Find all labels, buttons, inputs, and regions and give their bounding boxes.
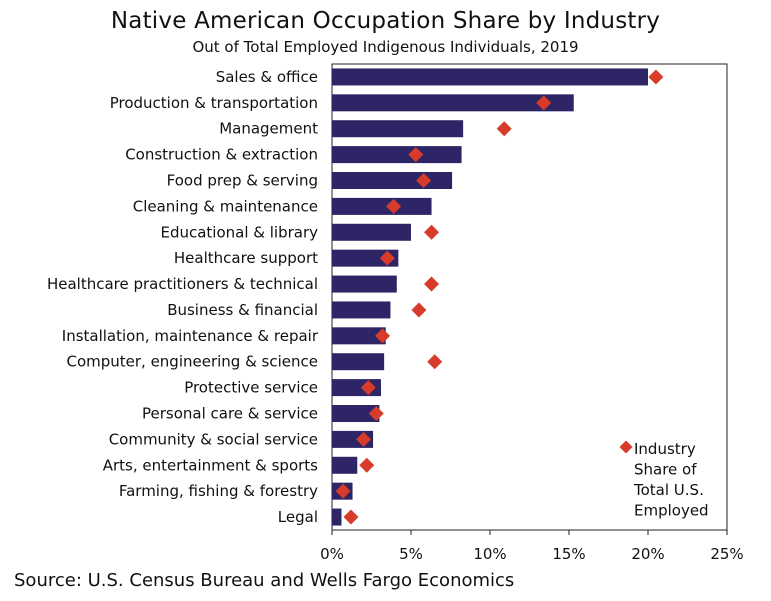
marker-point (427, 354, 443, 370)
x-tick-label: 0% (320, 545, 344, 563)
bar (332, 68, 648, 86)
x-tick-label: 5% (399, 545, 423, 563)
plot-border (331, 63, 728, 531)
category-label: Legal (278, 508, 318, 526)
marker-point (536, 95, 552, 111)
bar (332, 405, 380, 422)
x-tick-label: 25% (710, 545, 743, 563)
bar (332, 120, 464, 138)
bar (332, 223, 411, 241)
category-label: Food prep & serving (167, 172, 318, 190)
marker-point (375, 328, 391, 344)
x-axis: 0% 5% 10% 15% 20% 25% (320, 530, 744, 563)
bar (332, 508, 342, 526)
marker-point (359, 457, 375, 473)
chart-subtitle: Out of Total Employed Indigenous Individ… (192, 38, 579, 56)
bar (332, 456, 358, 474)
marker-point (411, 302, 427, 318)
marker-series (335, 69, 664, 525)
category-label: Sales & office (216, 68, 318, 86)
marker-point (416, 173, 432, 188)
category-label: Arts, entertainment & sports (103, 456, 318, 474)
bar (332, 275, 397, 293)
marker-point (424, 276, 440, 292)
legend-label: Industry (634, 440, 696, 458)
bar (332, 94, 574, 112)
category-label: Installation, maintenance & repair (62, 327, 319, 345)
category-labels: Sales & office Production & transportatio… (47, 68, 319, 526)
bar-series (332, 68, 648, 526)
legend-label: Share of (634, 461, 697, 479)
marker-point (648, 69, 664, 85)
legend: Industry Share of Total U.S. Employed (619, 440, 709, 520)
chart-title: Native American Occupation Share by Indu… (110, 8, 661, 34)
category-label: Computer, engineering & science (66, 353, 318, 371)
category-label: Educational & library (160, 223, 318, 241)
category-label: Community & social service (109, 430, 318, 448)
source-note: Source: U.S. Census Bureau and Wells Far… (14, 570, 515, 591)
legend-marker-icon (619, 440, 633, 454)
marker-point (360, 380, 376, 396)
category-label: Business & financial (167, 301, 318, 319)
category-label: Production & transportation (110, 94, 318, 112)
legend-label: Employed (634, 502, 709, 520)
marker-point (424, 224, 440, 240)
plot-area (331, 63, 728, 531)
category-label: Farming, fishing & forestry (119, 482, 318, 500)
category-label: Personal care & service (142, 405, 318, 423)
x-tick-label: 20% (631, 545, 664, 563)
marker-point (379, 250, 395, 266)
marker-point (368, 406, 384, 421)
category-label: Construction & extraction (125, 146, 318, 164)
bar (332, 172, 453, 189)
marker-point (386, 198, 402, 214)
category-label: Healthcare support (174, 249, 318, 267)
bar (332, 146, 462, 164)
x-tick-label: 10% (473, 545, 506, 563)
category-label: Healthcare practitioners & technical (47, 275, 318, 293)
category-label: Cleaning & maintenance (133, 197, 318, 215)
category-label: Management (219, 120, 318, 138)
bar (332, 327, 386, 345)
bar (332, 197, 432, 215)
marker-point (335, 483, 351, 499)
category-label: Protective service (184, 379, 318, 397)
x-tick-label: 15% (552, 545, 585, 563)
bar (332, 249, 399, 267)
bar (332, 353, 385, 371)
marker-point (496, 121, 512, 137)
marker-point (408, 147, 424, 163)
bar (332, 301, 391, 319)
marker-point (343, 509, 359, 525)
marker-point (356, 431, 372, 447)
legend-label: Total U.S. (633, 481, 704, 499)
